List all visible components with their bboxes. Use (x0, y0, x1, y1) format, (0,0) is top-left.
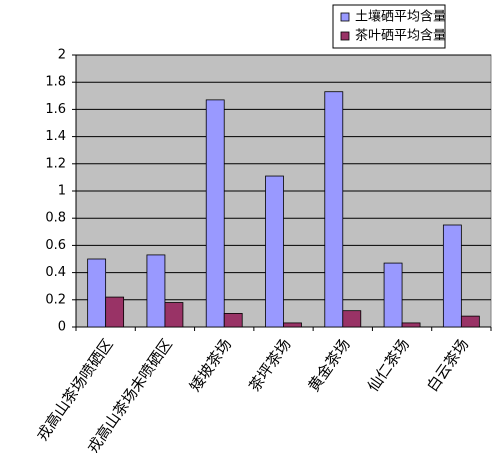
bar (223, 312, 243, 328)
y-tick-label: 1 (58, 184, 66, 199)
bar (283, 322, 302, 328)
y-tick-label: 1.8 (45, 75, 66, 90)
y-tick-label: 0.2 (45, 292, 66, 307)
x-tick-label: 黄金茶场 (305, 336, 354, 395)
bar (164, 302, 184, 328)
y-tick-label: 0.6 (45, 238, 66, 253)
legend-box (332, 4, 446, 49)
bar (105, 296, 125, 328)
x-tick-label: 茶坪茶场 (245, 336, 294, 395)
bar (87, 258, 107, 328)
y-tick-label: 0.4 (45, 265, 66, 280)
y-tick-label: 1.4 (45, 129, 66, 144)
x-tick-label: 白云茶场 (423, 336, 472, 395)
x-tick-label: 矮坡茶场 (186, 336, 235, 395)
bar (146, 254, 166, 328)
bar (324, 91, 344, 328)
legend-swatch (340, 12, 350, 22)
y-tick-label: 1.2 (45, 156, 66, 171)
legend-label: 茶叶硒平均含量 (355, 28, 446, 44)
legend-label: 土壤硒平均含量 (355, 9, 446, 25)
x-tick-label: 仙仁茶场 (364, 336, 413, 395)
bar (401, 322, 421, 328)
bar (460, 315, 480, 328)
y-tick-label: 0 (58, 320, 66, 335)
legend-swatch (340, 31, 350, 41)
y-tick-label: 1.6 (45, 102, 66, 117)
bar (342, 310, 362, 328)
y-tick-label: 2 (58, 48, 66, 63)
bar (442, 224, 462, 328)
bar (205, 99, 225, 328)
y-tick-label: 0.8 (45, 211, 66, 226)
bar (265, 175, 284, 328)
bar (383, 262, 403, 328)
